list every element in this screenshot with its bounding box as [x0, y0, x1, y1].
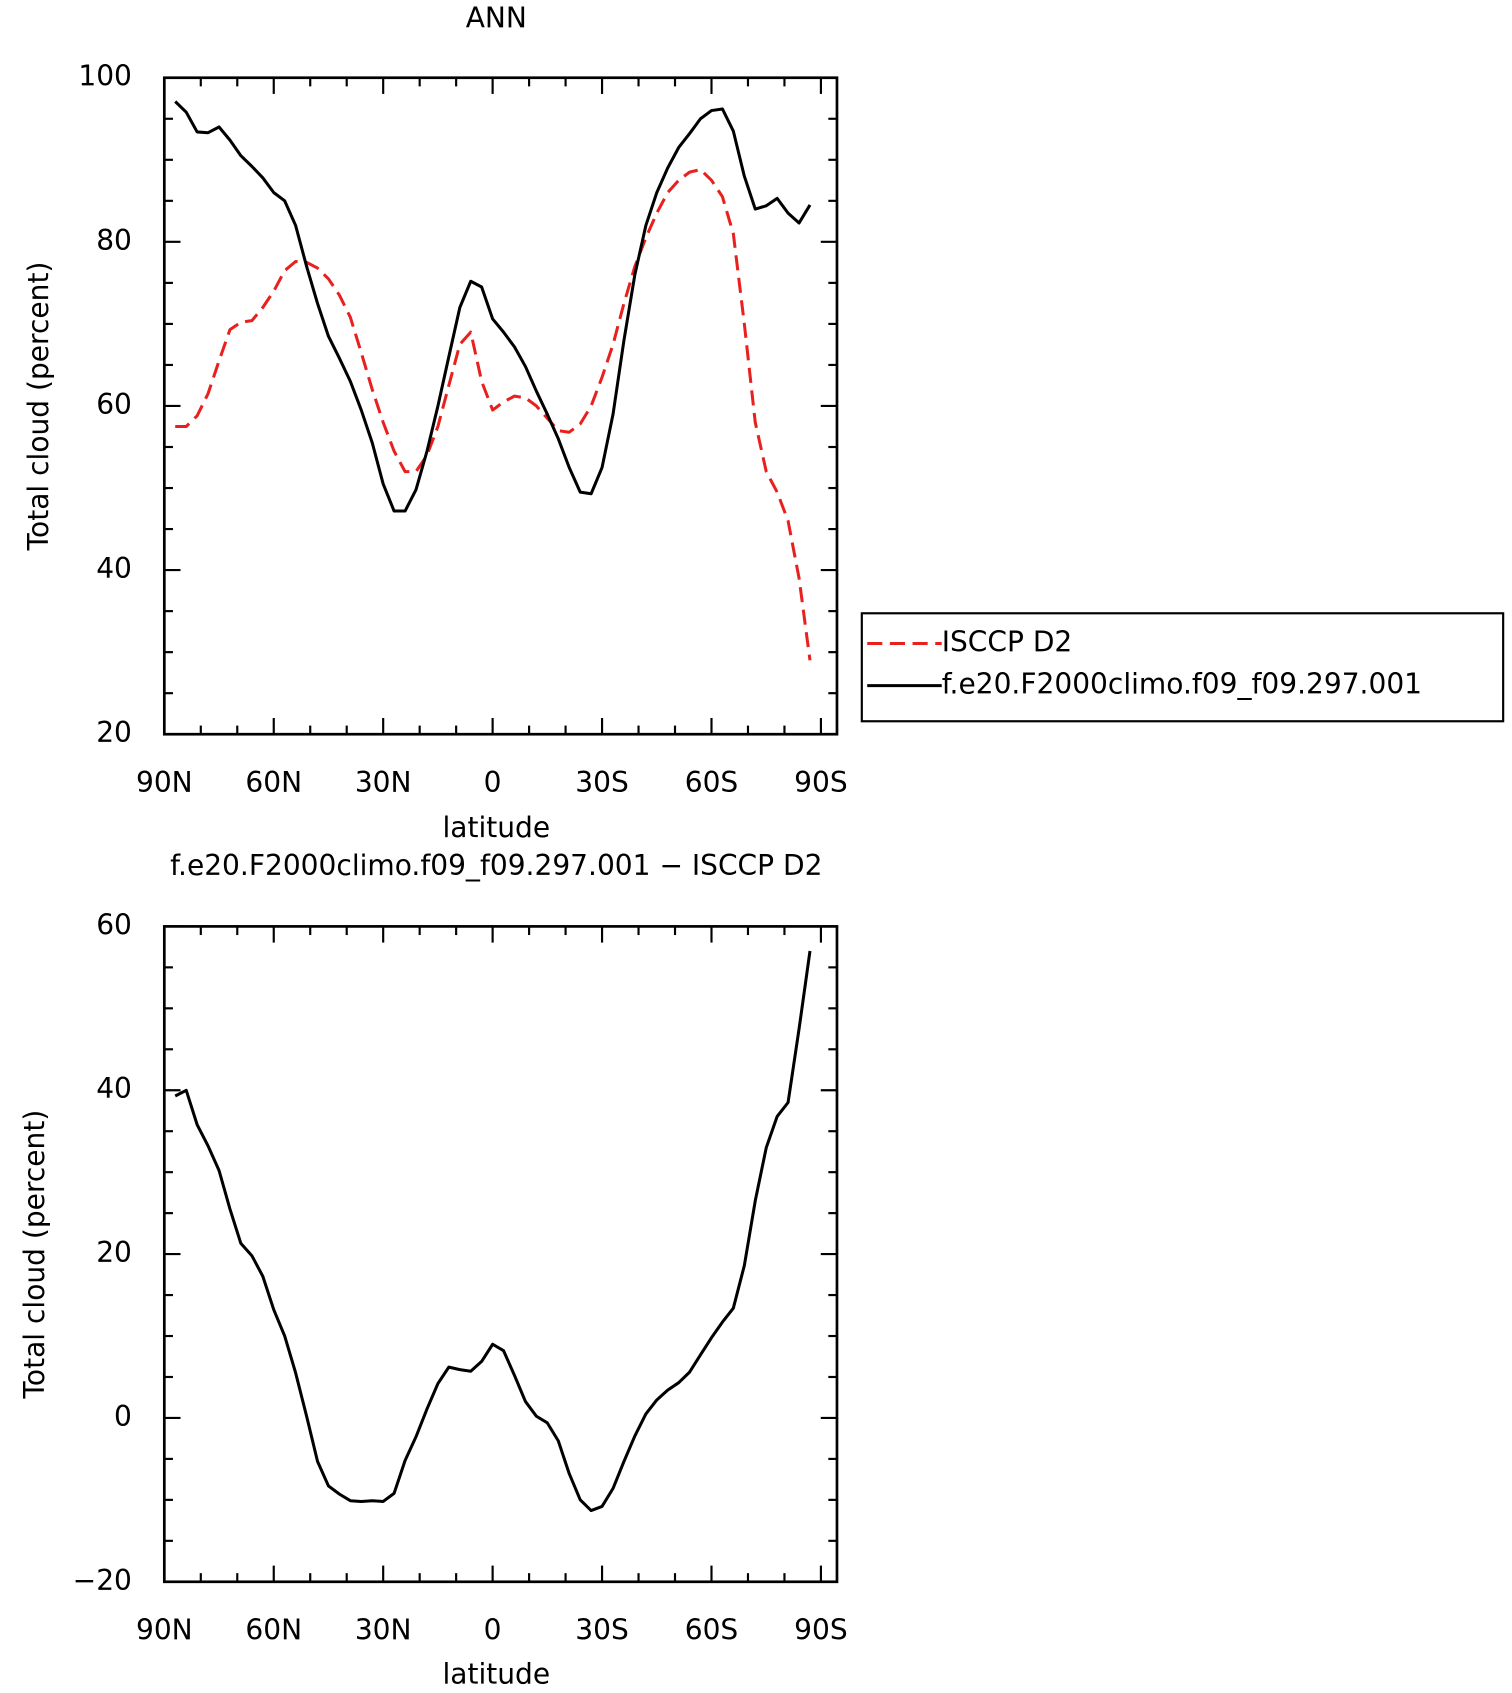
- x-tick-label: 30N: [355, 1613, 412, 1646]
- y-tick-label: 0: [114, 1400, 132, 1433]
- y-tick-label: 20: [96, 716, 132, 749]
- x-tick-label: 0: [484, 766, 502, 799]
- legend-label: ISCCP D2: [942, 626, 1073, 659]
- plot-frame: [162, 76, 839, 736]
- x-tick-label: 90N: [136, 1613, 193, 1646]
- x-tick-label: 30S: [575, 766, 629, 799]
- chart-title: ANN: [466, 1, 527, 34]
- x-tick-label: 60S: [685, 766, 739, 799]
- x-tick-label: 60N: [245, 766, 302, 799]
- x-axis-label: latitude: [442, 811, 550, 844]
- x-tick-label: 60S: [685, 1613, 739, 1646]
- x-tick-label: 30S: [575, 1613, 629, 1646]
- y-tick-label: 20: [96, 1236, 132, 1269]
- x-tick-label: 90S: [794, 766, 848, 799]
- legend-label: f.e20.F2000climo.f09_f09.297.001: [942, 668, 1422, 701]
- y-tick-label: 40: [96, 1072, 132, 1105]
- plot-frame: [162, 925, 839, 1584]
- y-tick-label: 40: [96, 552, 132, 585]
- x-tick-label: 90N: [136, 766, 193, 799]
- y-tick-label: 80: [96, 224, 132, 257]
- y-tick-label: 100: [78, 60, 132, 93]
- chart-title: f.e20.F2000climo.f09_f09.297.001 − ISCCP…: [170, 849, 822, 882]
- legend-box: [860, 612, 1505, 723]
- x-tick-label: 0: [484, 1613, 502, 1646]
- y-tick-label: 60: [96, 388, 132, 421]
- series-line: [174, 950, 812, 1513]
- y-tick-label: 60: [96, 908, 132, 941]
- y-axis-label: Total cloud (percent): [18, 1110, 51, 1400]
- series-line: [174, 100, 812, 513]
- x-axis-label: latitude: [442, 1658, 550, 1691]
- series-line: [175, 168, 812, 661]
- y-axis-label: Total cloud (percent): [22, 262, 55, 552]
- x-tick-label: 60N: [245, 1613, 302, 1646]
- y-tick-label: −20: [73, 1564, 132, 1597]
- x-tick-label: 30N: [355, 766, 412, 799]
- x-tick-label: 90S: [794, 1613, 848, 1646]
